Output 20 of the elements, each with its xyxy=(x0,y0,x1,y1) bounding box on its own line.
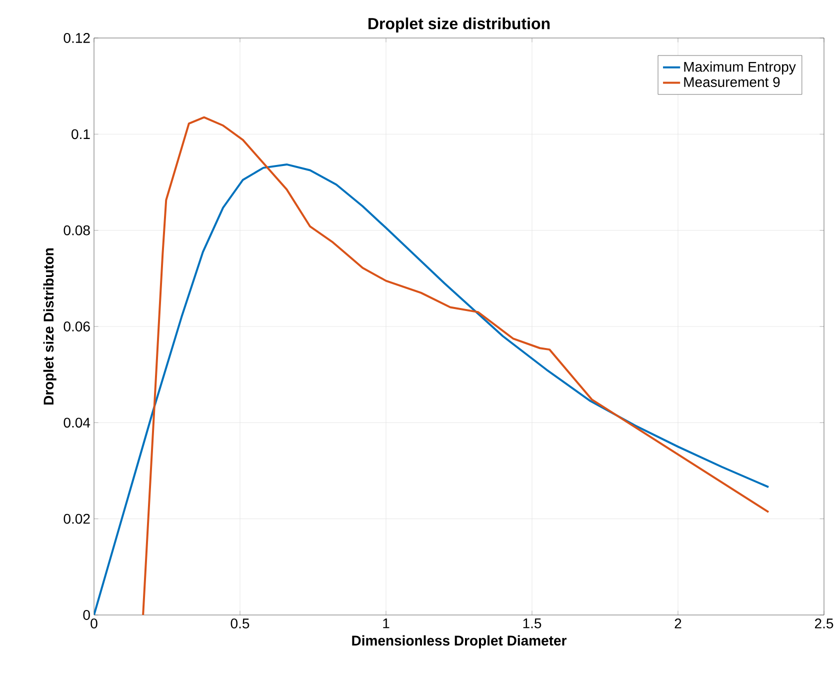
y-tick-label: 0.02 xyxy=(64,514,90,524)
x-axis-title: Dimensionless Droplet Diameter xyxy=(352,635,567,648)
y-tick-label: 0.1 xyxy=(72,129,90,140)
line-series xyxy=(142,116,770,615)
legend-label: Maximum Entropy xyxy=(684,62,796,75)
line-series xyxy=(94,163,770,615)
x-tick-label: 2.5 xyxy=(814,618,834,628)
chart-title: Droplet size distribution xyxy=(368,18,550,32)
y-tick-label: 0 xyxy=(83,610,90,620)
x-tick-label: 0.5 xyxy=(230,618,250,628)
y-tick-label: 0.06 xyxy=(64,322,90,332)
legend-label: Measurement 9 xyxy=(684,77,780,88)
y-tick-label: 0.04 xyxy=(64,418,90,428)
y-tick-label: 0.08 xyxy=(64,225,90,236)
x-tick-label: 1 xyxy=(383,618,390,628)
x-tick-label: 1.5 xyxy=(523,618,542,628)
y-tick-label: 0.12 xyxy=(64,33,90,43)
x-tick-label: 0 xyxy=(90,618,98,628)
y-axis-title: Droplet size Distributon xyxy=(43,248,56,404)
x-tick-label: 2 xyxy=(674,618,682,628)
